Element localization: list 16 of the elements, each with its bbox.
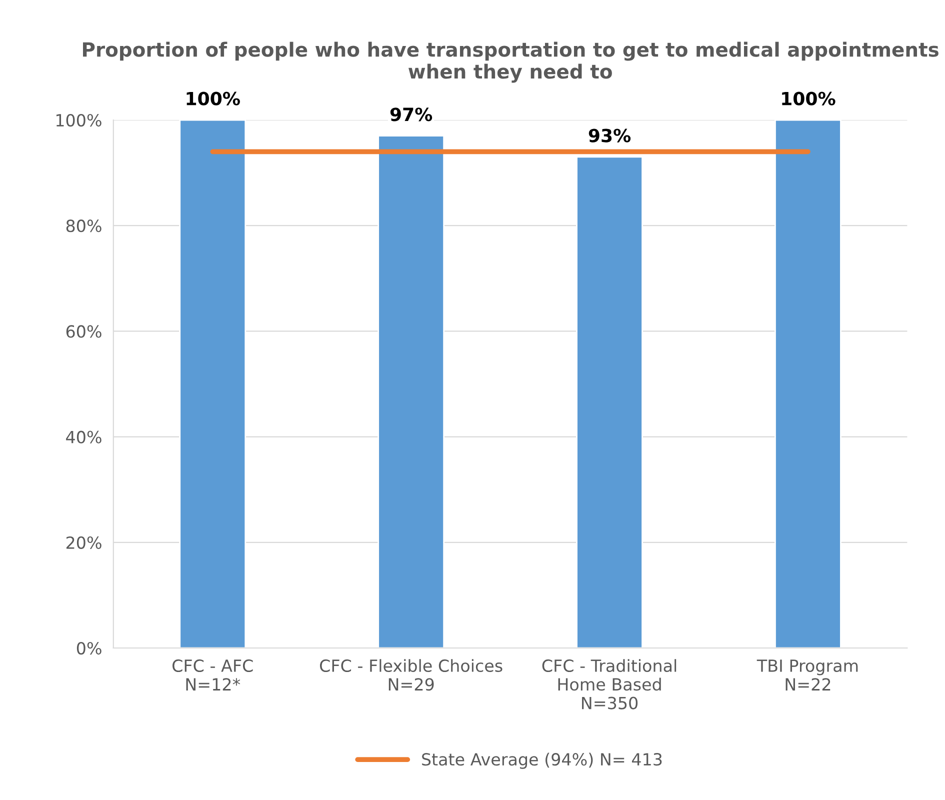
x-tick-label: CFC - Traditional Home Based N=350 — [542, 659, 676, 710]
data-label: 100% — [782, 92, 836, 106]
y-tick-label: 60% — [66, 325, 102, 338]
legend-label: State Average (94%) N= 413 — [422, 752, 662, 769]
x-tick-label: CFC - Flexible Choices N=29 — [320, 659, 502, 691]
y-tick-label: 80% — [66, 220, 102, 232]
x-tick-label: TBI Program N=22 — [756, 660, 858, 690]
x-tick-label: CFC - AFC N=12* — [172, 659, 253, 690]
chart-title: Proportion of people who have transportation to get to medical appointments when they need to — [83, 42, 938, 83]
y-tick-label: 20% — [66, 536, 102, 549]
data-label: 100% — [186, 92, 240, 106]
y-tick-label: 100% — [56, 114, 102, 127]
data-label: 97% — [390, 108, 432, 122]
y-tick-label: 0% — [76, 642, 102, 655]
data-label: 93% — [588, 128, 631, 142]
y-tick-label: 40% — [66, 430, 102, 444]
